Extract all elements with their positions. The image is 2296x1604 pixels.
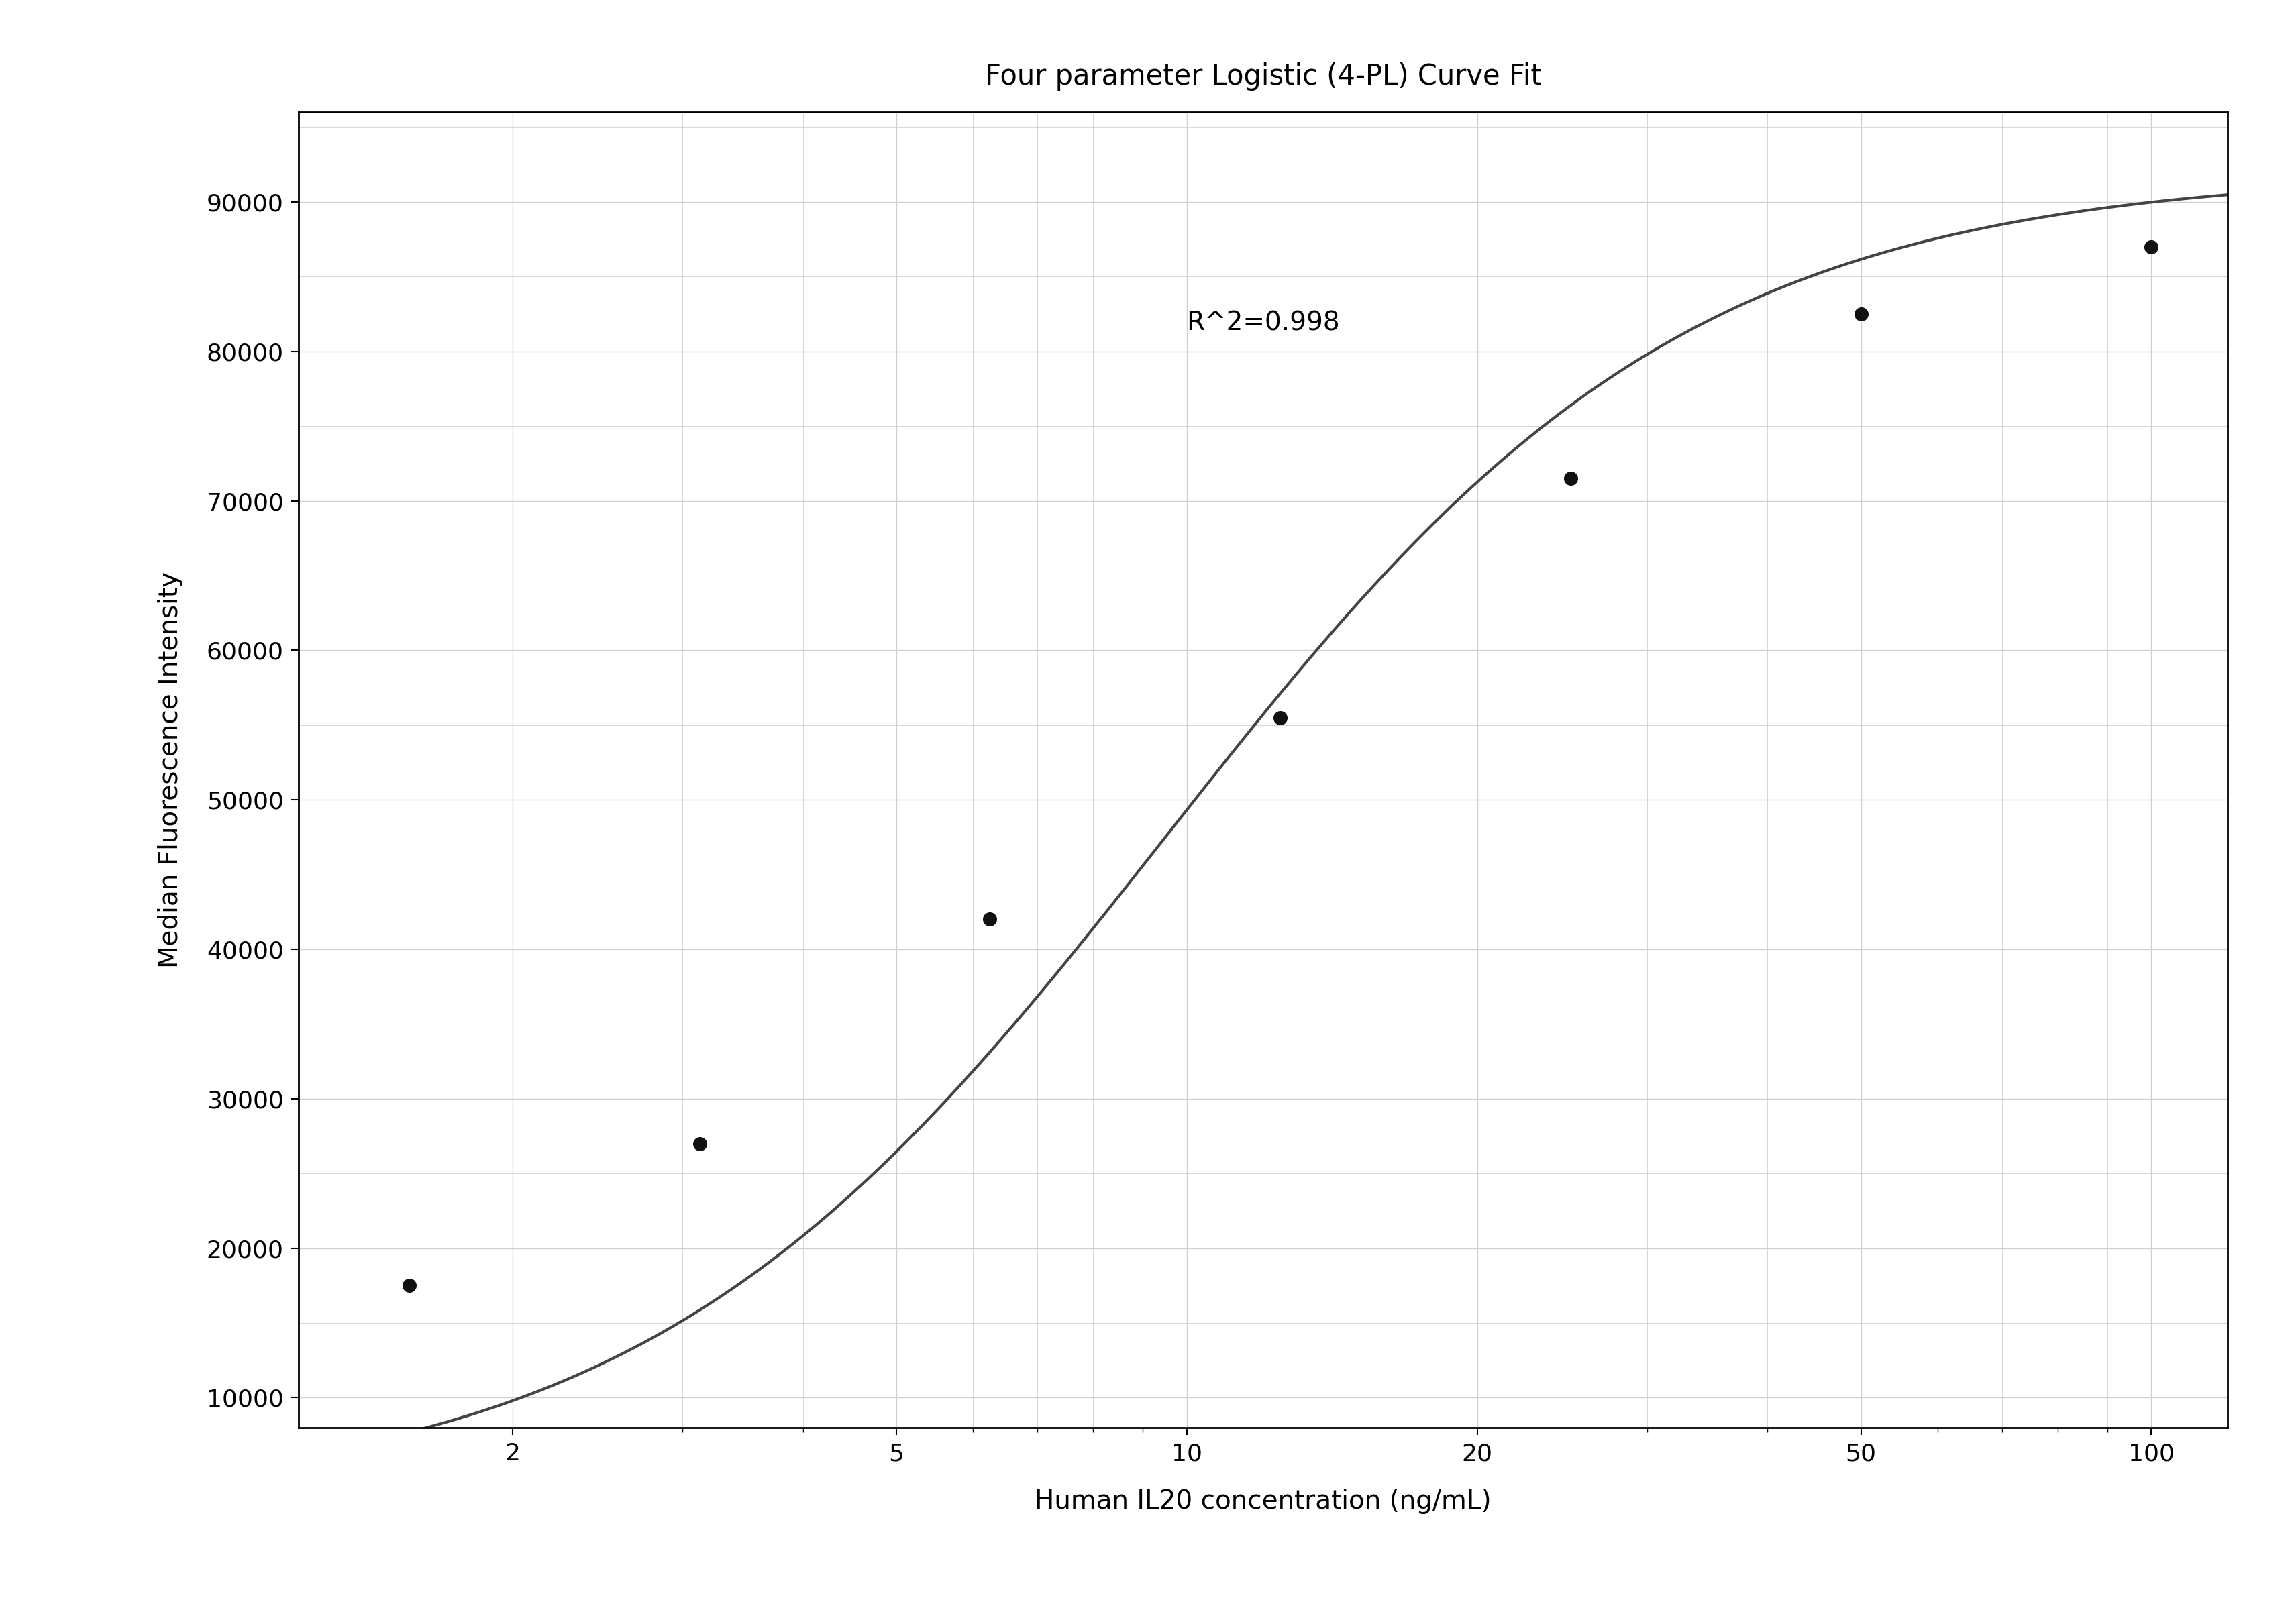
Point <box>971 906 1008 932</box>
Point <box>1261 704 1297 730</box>
Point <box>2133 234 2170 260</box>
Y-axis label: Median Fluorescence Intensity: Median Fluorescence Intensity <box>158 571 184 969</box>
Point <box>1552 465 1589 491</box>
Text: R^2=0.998: R^2=0.998 <box>1185 310 1339 335</box>
X-axis label: Human IL20 concentration (ng/mL): Human IL20 concentration (ng/mL) <box>1035 1489 1490 1514</box>
Point <box>682 1131 719 1156</box>
Point <box>1841 302 1878 327</box>
Title: Four parameter Logistic (4-PL) Curve Fit: Four parameter Logistic (4-PL) Curve Fit <box>985 63 1541 90</box>
Point <box>390 1272 427 1298</box>
